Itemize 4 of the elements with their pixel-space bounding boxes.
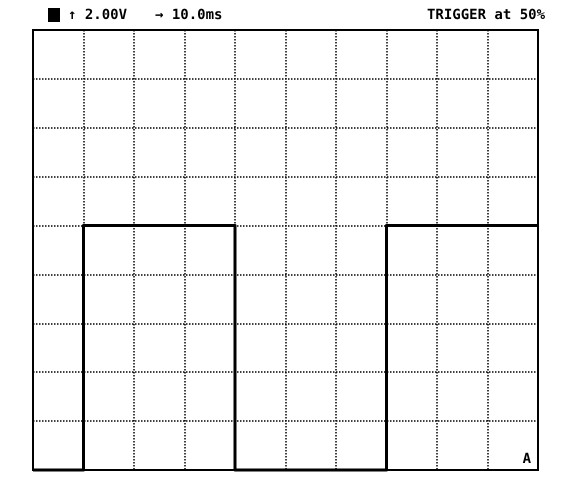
text: ↑ 2.00V <box>68 7 128 23</box>
text: TRIGGER at 50% <box>427 7 546 23</box>
text: → 10.0ms <box>155 7 222 23</box>
annotation: A <box>522 451 532 467</box>
